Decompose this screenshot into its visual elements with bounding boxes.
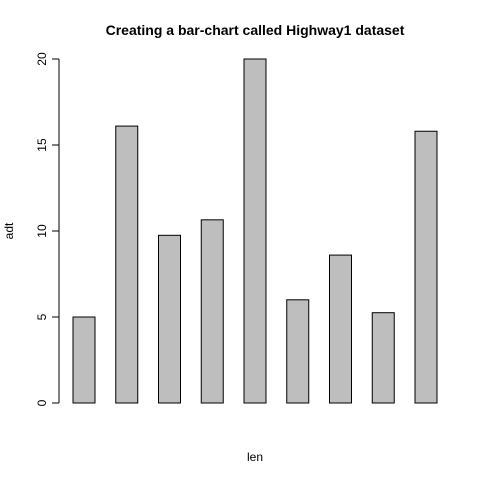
bar-4	[200, 219, 224, 404]
bar-5	[243, 58, 267, 404]
bar-7	[329, 254, 352, 404]
bars-group	[72, 58, 438, 404]
y-axis-label: adt	[2, 222, 16, 239]
bar-1	[72, 316, 96, 404]
y-tick-label-5: 5	[35, 313, 49, 320]
y-axis: 0 5 10 15 20	[35, 52, 60, 406]
x-axis-label: len	[247, 450, 263, 464]
y-tick-label-15: 15	[35, 138, 49, 152]
y-tick-label-10: 10	[35, 224, 49, 238]
y-tick-label-20: 20	[35, 52, 49, 66]
bar-9	[414, 130, 438, 404]
y-tick-label-0: 0	[35, 399, 49, 406]
bar-8	[371, 312, 395, 404]
bar-2	[115, 125, 139, 404]
bar-3	[158, 234, 181, 404]
bar-6	[286, 299, 310, 404]
chart-title: Creating a bar-chart called Highway1 dat…	[106, 22, 405, 38]
